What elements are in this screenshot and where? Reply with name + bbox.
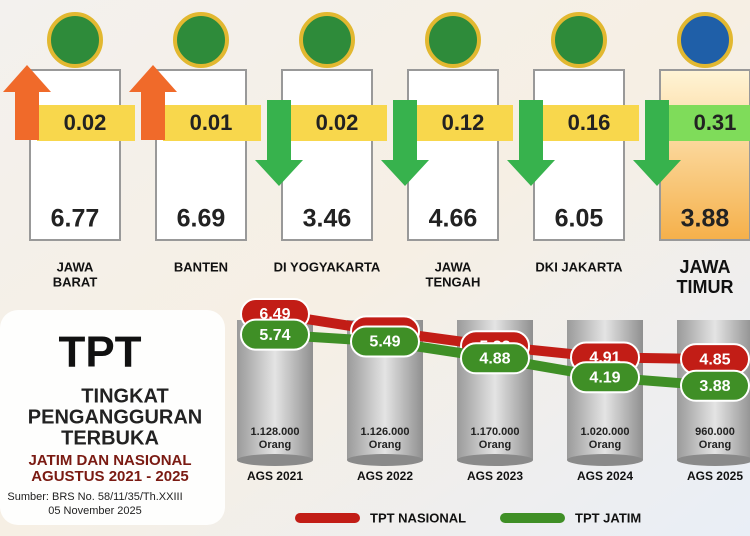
- change-value: 0.16: [568, 110, 611, 135]
- arrow-up: [3, 65, 51, 140]
- logo: [173, 12, 229, 68]
- x-tick-label: AGS 2022: [357, 469, 413, 483]
- title-abbr: TPT: [58, 328, 141, 377]
- tpt-value: 6.05: [555, 205, 604, 233]
- arrow-down: [381, 100, 429, 186]
- count-unit: Orang: [479, 439, 511, 451]
- count-label: 1.170.000: [471, 426, 520, 438]
- legend-label: TPT NASIONAL: [370, 510, 466, 525]
- change-value: 0.02: [64, 110, 107, 135]
- legend-label: TPT JATIM: [575, 510, 641, 525]
- title-line: TINGKAT: [81, 385, 168, 407]
- province-box: [29, 69, 121, 241]
- cylinder-base: [677, 454, 750, 466]
- cylinder-base: [567, 454, 643, 466]
- province-name: JAWA: [679, 257, 730, 277]
- change-value: 0.12: [442, 110, 485, 135]
- source: Sumber: BRS No. 58/11/35/Th.XXIII: [7, 491, 182, 503]
- x-tick-label: AGS 2023: [467, 469, 523, 483]
- value-pill: [460, 342, 530, 375]
- change-band: [541, 105, 639, 141]
- province-box: [281, 69, 373, 241]
- value-label: 5.49: [369, 334, 400, 351]
- arrow-up: [129, 65, 177, 140]
- province-box: [533, 69, 625, 241]
- count-unit: Orang: [259, 439, 291, 451]
- province-name: BANTEN: [174, 259, 228, 274]
- tpt-value: 6.69: [177, 205, 226, 233]
- province-name: JAWA: [57, 259, 94, 274]
- province-name: DI YOGYAKARTA: [274, 259, 381, 274]
- logo: [299, 12, 355, 68]
- arrow-down: [507, 100, 555, 186]
- count-unit: Orang: [369, 439, 401, 451]
- province-name: TIMUR: [677, 277, 734, 297]
- province-name: DKI JAKARTA: [535, 259, 623, 274]
- province-name: BARAT: [53, 274, 98, 289]
- logo: [425, 12, 481, 68]
- count-label: 1.128.000: [251, 426, 300, 438]
- title-line: TERBUKA: [61, 427, 159, 449]
- value-label: 5.74: [259, 327, 290, 344]
- x-tick-label: AGS 2025: [687, 469, 743, 483]
- tpt-value: 4.66: [429, 205, 478, 233]
- count-label: 960.000: [695, 426, 735, 438]
- title-line: PENGANGGURAN: [28, 406, 202, 428]
- cylinder-base: [457, 454, 533, 466]
- change-band: [289, 105, 387, 141]
- change-value: 0.01: [190, 110, 233, 135]
- logo: [47, 12, 103, 68]
- tpt-value: 6.77: [51, 205, 100, 233]
- cylinder-base: [237, 454, 313, 466]
- logo: [677, 12, 733, 68]
- count-unit: Orang: [699, 439, 731, 451]
- value-label: 3.88: [699, 378, 730, 395]
- change-band: [667, 105, 750, 141]
- logo: [551, 12, 607, 68]
- subtitle: AGUSTUS 2021 - 2025: [31, 468, 189, 485]
- change-value: 0.31: [694, 110, 737, 135]
- value-label: 4.19: [589, 369, 620, 386]
- count-unit: Orang: [589, 439, 621, 451]
- change-band: [163, 105, 261, 141]
- value-pill: [570, 361, 640, 394]
- cylinder-base: [347, 454, 423, 466]
- count-label: 1.020.000: [581, 426, 630, 438]
- value-pill: [350, 325, 420, 358]
- title-panel: [0, 310, 225, 525]
- value-pill: [240, 318, 310, 351]
- province-box: [659, 69, 750, 241]
- subtitle: JATIM DAN NASIONAL: [28, 452, 191, 469]
- province-name: TENGAH: [426, 274, 481, 289]
- province-box: [155, 69, 247, 241]
- tpt-value: 3.88: [681, 205, 730, 233]
- source: 05 November 2025: [48, 505, 142, 517]
- change-band: [37, 105, 135, 141]
- change-band: [415, 105, 513, 141]
- value-label: 4.88: [479, 351, 510, 368]
- arrow-down: [255, 100, 303, 186]
- province-name: JAWA: [435, 259, 472, 274]
- tpt-value: 3.46: [303, 205, 352, 233]
- count-label: 1.126.000: [361, 426, 410, 438]
- x-tick-label: AGS 2024: [577, 469, 633, 483]
- x-tick-label: AGS 2021: [247, 469, 303, 483]
- value-pill: [680, 369, 750, 402]
- value-label: 4.85: [699, 351, 730, 368]
- change-value: 0.02: [316, 110, 359, 135]
- arrow-down: [633, 100, 681, 186]
